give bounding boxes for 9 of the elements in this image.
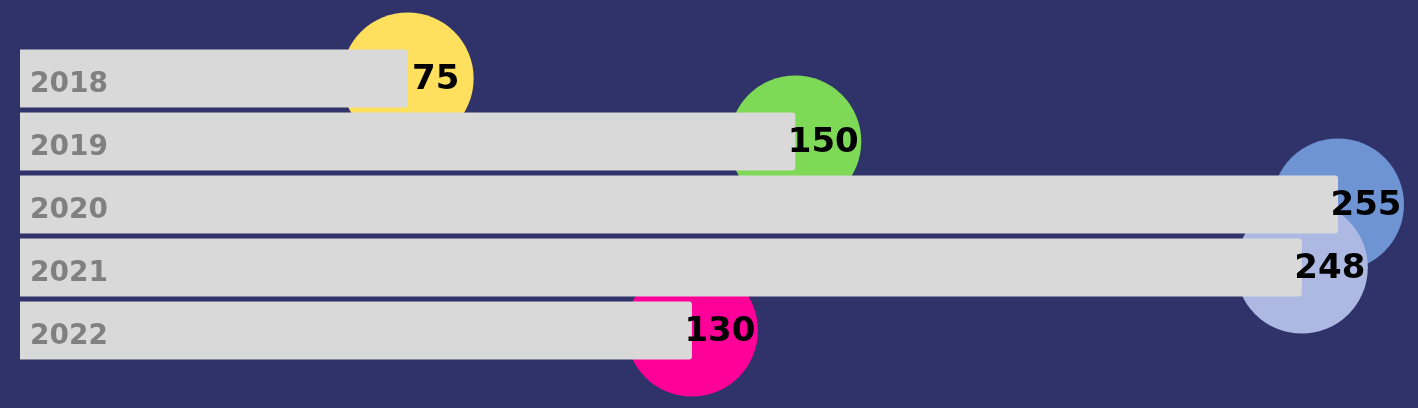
y-tick-label: 2022 <box>30 317 108 351</box>
data-label: 75 <box>411 57 460 98</box>
y-tick-label: 2020 <box>30 191 108 225</box>
bar <box>20 49 408 108</box>
y-tick-label: 2019 <box>30 128 108 162</box>
data-label: 248 <box>1294 246 1366 287</box>
y-tick-label: 2021 <box>30 254 108 288</box>
y-tick-label: 2018 <box>30 65 108 99</box>
data-label: 255 <box>1330 183 1402 224</box>
